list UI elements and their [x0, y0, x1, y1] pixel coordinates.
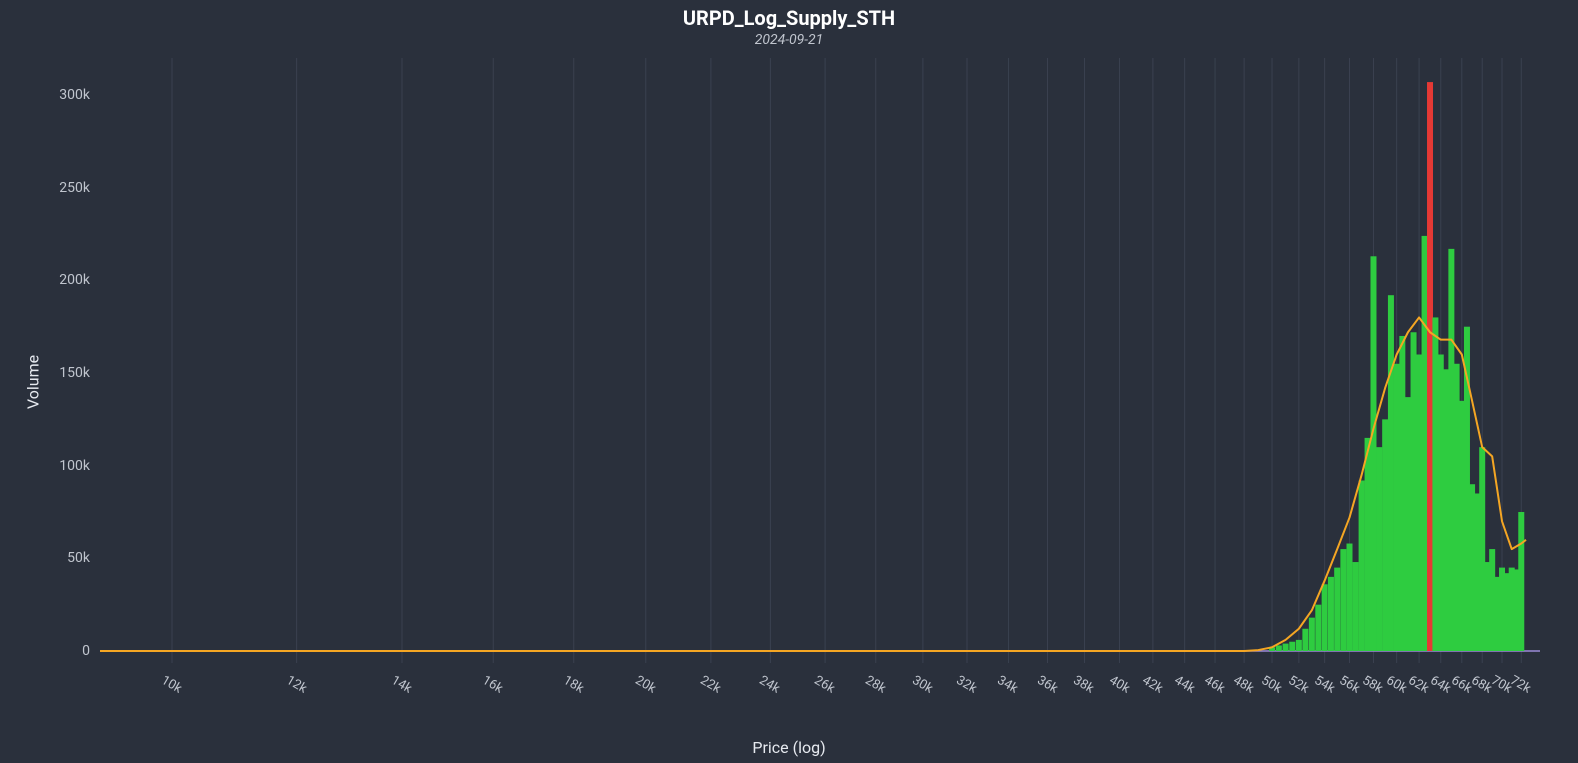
- x-axis-title: Price (log): [752, 738, 825, 757]
- x-tick-label: 56k: [1336, 673, 1362, 697]
- bar: [1370, 256, 1376, 651]
- bar: [1353, 562, 1359, 651]
- bar: [1334, 568, 1340, 651]
- chart-container: URPD_Log_Supply_STH 2024-09-21 Volume Pr…: [0, 0, 1578, 763]
- bar: [1376, 447, 1382, 651]
- x-tick-label: 48k: [1231, 673, 1257, 697]
- bar: [1382, 419, 1388, 651]
- x-tick-label: 36k: [1034, 673, 1060, 697]
- x-tick-label: 20k: [632, 673, 658, 697]
- bar: [1302, 629, 1308, 651]
- bar: [1443, 369, 1449, 651]
- x-tick-label: 10k: [159, 673, 185, 697]
- y-axis-title: Volume: [24, 354, 43, 408]
- x-tick-label: 12k: [283, 673, 309, 697]
- x-tick-label: 24k: [757, 673, 783, 697]
- trend-line: [100, 317, 1526, 651]
- y-tick-label: 200k: [30, 272, 90, 288]
- x-tick-label: 72k: [1508, 673, 1534, 697]
- x-tick-label: 38k: [1071, 673, 1097, 697]
- y-tick-label: 300k: [30, 87, 90, 103]
- plot-area: [100, 58, 1540, 663]
- y-tick-label: 0: [30, 643, 90, 659]
- x-tick-label: 28k: [862, 673, 888, 697]
- x-tick-label: 14k: [388, 673, 414, 697]
- bar: [1328, 577, 1334, 651]
- bar: [1405, 397, 1411, 651]
- bar: [1388, 295, 1394, 651]
- bar: [1459, 401, 1465, 651]
- bar: [1394, 364, 1400, 651]
- x-tick-label: 34k: [995, 673, 1021, 697]
- x-tick-label: 40k: [1106, 673, 1132, 697]
- chart-subtitle: 2024-09-21: [0, 32, 1578, 48]
- bar: [1422, 236, 1428, 651]
- bar: [1322, 584, 1328, 651]
- x-tick-label: 18k: [560, 673, 586, 697]
- x-tick-label: 22k: [697, 673, 723, 697]
- bar: [1365, 438, 1371, 651]
- bar: [1454, 364, 1460, 651]
- x-tick-label: 58k: [1360, 673, 1386, 697]
- bar: [1427, 82, 1433, 651]
- bar: [1276, 645, 1282, 651]
- bar: [1448, 249, 1454, 651]
- x-tick-label: 32k: [954, 673, 980, 697]
- x-tick-label: 44k: [1171, 673, 1197, 697]
- bar: [1411, 332, 1417, 651]
- x-tick-label: 26k: [812, 673, 838, 697]
- x-tick-label: 46k: [1202, 673, 1228, 697]
- bar: [1416, 355, 1422, 652]
- x-tick-label: 52k: [1285, 673, 1311, 697]
- bar: [1309, 618, 1315, 651]
- bar: [1296, 640, 1302, 651]
- bar: [1518, 512, 1524, 651]
- bar: [1359, 481, 1365, 651]
- bar: [1347, 544, 1353, 651]
- y-tick-label: 100k: [30, 458, 90, 474]
- y-tick-label: 250k: [30, 180, 90, 196]
- bar: [1399, 336, 1405, 651]
- y-tick-label: 50k: [30, 550, 90, 566]
- chart-title: URPD_Log_Supply_STH: [0, 0, 1578, 30]
- bar: [1340, 549, 1346, 651]
- bar: [1315, 605, 1321, 651]
- plot-svg: [100, 58, 1540, 663]
- bar: [1283, 644, 1289, 651]
- x-tick-label: 50k: [1259, 673, 1285, 697]
- y-tick-label: 150k: [30, 365, 90, 381]
- bar: [1432, 317, 1438, 651]
- x-tick-label: 30k: [909, 673, 935, 697]
- x-tick-label: 54k: [1311, 673, 1337, 697]
- x-tick-label: 16k: [480, 673, 506, 697]
- bar: [1438, 355, 1444, 652]
- bar: [1289, 642, 1295, 651]
- x-tick-label: 42k: [1139, 673, 1165, 697]
